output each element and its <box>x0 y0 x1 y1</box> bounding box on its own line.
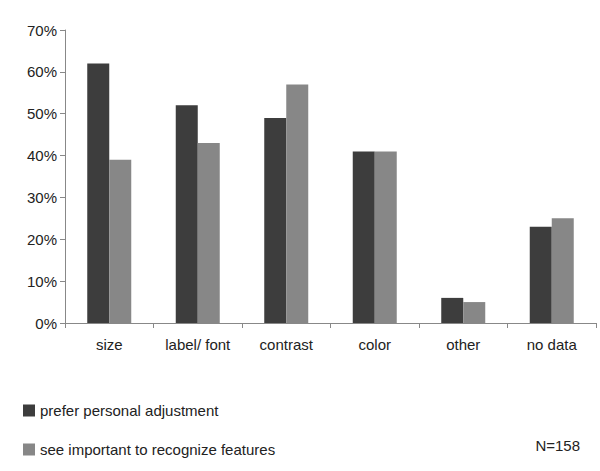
svg-text:50%: 50% <box>27 105 57 122</box>
svg-text:prefer personal adjustment: prefer personal adjustment <box>40 402 219 419</box>
svg-text:60%: 60% <box>27 63 57 80</box>
svg-text:color: color <box>358 336 391 353</box>
svg-text:see important to recognize fea: see important to recognize features <box>40 441 275 458</box>
svg-text:no data: no data <box>527 336 578 353</box>
svg-text:size: size <box>96 336 123 353</box>
svg-text:label/ font: label/ font <box>165 336 231 353</box>
svg-text:10%: 10% <box>27 273 57 290</box>
svg-text:contrast: contrast <box>260 336 314 353</box>
svg-text:70%: 70% <box>27 22 57 39</box>
svg-text:20%: 20% <box>27 231 57 248</box>
svg-text:0%: 0% <box>35 315 57 332</box>
svg-text:30%: 30% <box>27 189 57 206</box>
svg-text:40%: 40% <box>27 147 57 164</box>
svg-text:N=158: N=158 <box>535 437 580 454</box>
svg-text:other: other <box>446 336 480 353</box>
